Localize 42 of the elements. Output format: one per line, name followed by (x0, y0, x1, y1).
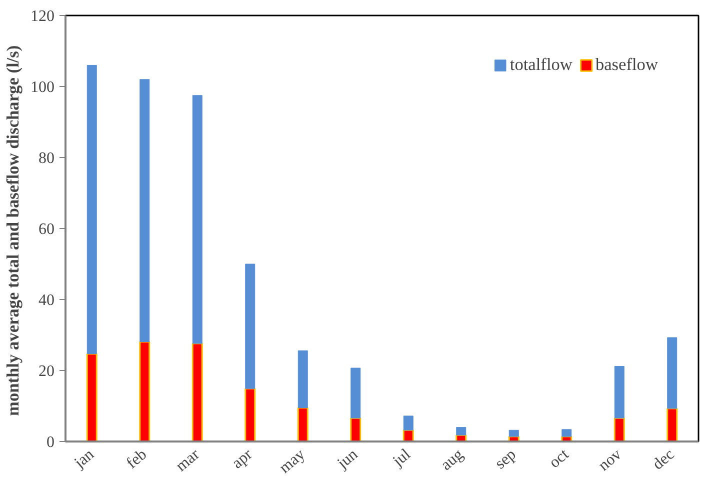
x-tick-label: mar (172, 446, 204, 476)
bar (666, 408, 678, 442)
bar (86, 353, 98, 442)
y-axis-title: monthly average total and baseflow discharge (l/s) (4, 45, 22, 416)
x-tick-label: may (276, 446, 308, 477)
x-tick-label: feb (124, 446, 150, 472)
y-tick-label: 80 (38, 150, 54, 167)
bar (456, 427, 466, 436)
x-tick-label: jan (70, 446, 98, 472)
legend-label: baseflow (595, 55, 658, 75)
bar (350, 368, 361, 418)
x-tick-label: aug (438, 446, 467, 474)
bar (667, 337, 678, 409)
y-tick-label: 20 (38, 363, 54, 380)
bar (614, 417, 625, 442)
x-tick-label: jun (334, 446, 362, 473)
bar (298, 350, 308, 408)
x-tick-label: apr (229, 446, 256, 472)
x-tick-label: sep (492, 446, 520, 473)
y-tick-label: 60 (38, 221, 54, 238)
y-tick-label: 100 (30, 79, 54, 96)
bar (192, 342, 203, 442)
bar (614, 366, 624, 418)
bar (350, 417, 362, 442)
bar (245, 264, 256, 389)
x-tick-label: dec (650, 446, 678, 474)
bar (86, 64, 97, 354)
bar (562, 429, 572, 437)
y-tick-label: 40 (38, 292, 54, 309)
x-tick-label: nov (596, 446, 625, 474)
bar (139, 340, 150, 442)
x-tick-label: oct (546, 446, 573, 472)
bar (192, 95, 202, 344)
bar (297, 407, 308, 442)
bar (508, 430, 519, 437)
bar (244, 388, 256, 442)
y-tick-label: 0 (46, 434, 54, 451)
bar (403, 416, 414, 430)
bar (140, 79, 150, 342)
y-tick-label: 120 (30, 8, 54, 25)
x-tick-label: jul (389, 446, 414, 471)
legend-label: totalflow (510, 55, 572, 75)
